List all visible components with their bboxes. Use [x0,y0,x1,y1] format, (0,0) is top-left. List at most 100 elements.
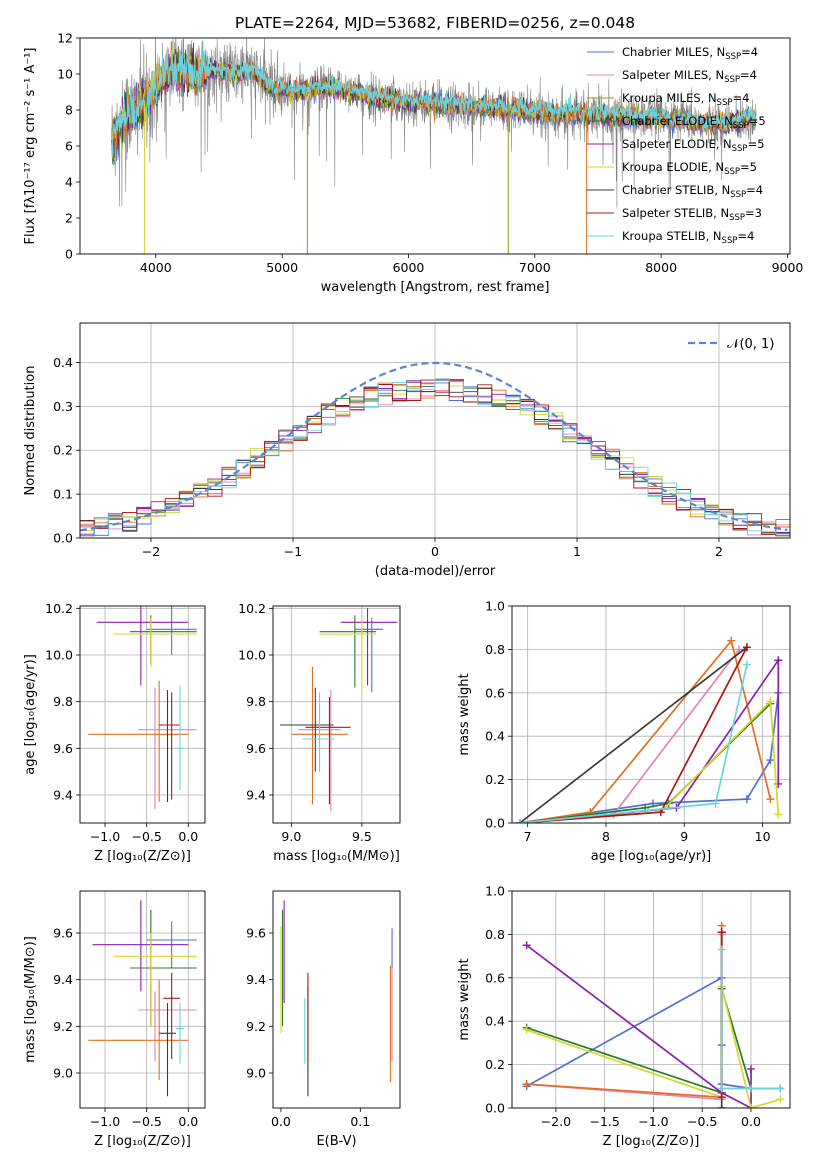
panel-mass-weight-vs-age: 7 8 9 10 0.0 0.2 0.4 0.6 0.8 1.0 age [log₁₀(age/yr… [457,599,791,864]
panel-residuals: −2 −1 0 1 2 0.0 0.1 0.2 0.3 0.4 (data-model)/error… [23,322,791,579]
weight-marker [776,1095,785,1104]
y-tick-label: 6 [65,139,73,154]
panel-mass-vs-Z: −1.0 −0.5 0.0 9.0 9.2 9.4 9.6 Z [log₁₀(Z/Z⊙)] ma… [23,890,206,1149]
x-tick-label: −2 [142,544,160,559]
y-tick-label: 4 [65,175,73,190]
grid-mass-weight-vs-Z [512,890,790,1109]
y-axis-label: mass weight [457,958,472,1040]
y-tick-label: 0.3 [53,399,73,414]
weight-line [519,664,748,823]
axes-frame [79,605,206,824]
y-axis-label: Normed distribution [23,366,38,496]
x-axis-label: Z [log₁₀(Z/Z⊙)] [94,849,191,864]
y-tick-label: 0.2 [485,772,505,787]
weight-marker [742,643,751,652]
y-tick-label: 0.4 [53,355,73,370]
y-tick-label: 0.2 [53,443,73,458]
weight-marker [717,928,726,937]
y-tick-label: 0 [65,247,73,262]
x-tick-label: 9 [680,829,688,844]
grid-mass-vs-Z [80,891,205,1108]
y-tick-label: 10.2 [45,601,73,616]
weight-marker [746,1064,755,1073]
x-axis-label: E(B-V) [316,1134,356,1149]
weight-marker [717,1104,726,1108]
x-tick-label: 7000 [519,260,551,275]
x-tick-label: 0.0 [178,1114,198,1129]
panel-age-vs-Z: −1.0 −0.5 0.0 9.4 9.6 9.8 10.0 10.2 Z [log₁₀(Z/Z… [23,601,206,864]
weight-marker [774,810,783,819]
y-tick-label: 0.0 [485,1101,505,1116]
weight-marker [746,1104,755,1108]
weight-marker [727,636,736,645]
legend-entry: 𝒩(0, 1) [727,337,774,352]
panel-spectrum: 4000 5000 6000 7000 8000 9000 0 2 4 6 8 10 12 wavelen… [23,31,804,296]
panel-mass-vs-EBV: 0.0 0.1 9.0 9.2 9.4 9.6 E(B-V) [246,890,401,1149]
legend-entry: Salpeter STELIB, NSSP=3 [622,206,762,223]
x-tick-label: −0.5 [131,829,161,844]
x-tick-label: 6000 [393,260,425,275]
y-axis-label: Flux [fλ10⁻¹⁷ erg cm⁻² s⁻¹ A⁻¹] [23,48,38,245]
weight-marker [711,799,720,808]
x-tick-label: 1 [573,544,581,559]
panel-mass-weight-vs-Z: −2.0 −1.5 −1.0 −0.5 0.0 0.0 0.2 0.4 0.6 0.8 1.0 Z [… [457,884,791,1149]
y-axis-label: age [log₁₀(age/yr)] [23,654,38,775]
y-tick-label: 0.8 [485,927,505,942]
x-tick-label: 9000 [772,260,804,275]
legend-entry: Chabrier MILES, NSSP=4 [622,45,758,62]
weight-marker [766,697,775,706]
y-tick-label: 9.0 [53,1066,73,1081]
weight-marker [522,1025,531,1034]
x-tick-label: 4000 [140,260,172,275]
y-tick-label: 0.4 [485,1014,505,1029]
x-tick-label: −1.5 [589,1114,619,1129]
y-tick-label: 9.6 [246,926,266,941]
x-tick-label: 9.5 [352,829,372,844]
y-tick-label: 1.0 [485,599,505,614]
x-tick-label: 0.0 [178,829,198,844]
grid-age-vs-mass [273,606,400,823]
y-tick-label: 0.0 [53,531,73,546]
weight-marker [717,945,726,954]
weight-marker [515,819,524,823]
y-tick-label: 8 [65,103,73,118]
spectrum-legend: Chabrier MILES, NSSP=4 Salpeter MILES, NS… [587,45,766,246]
panel-age-vs-mass: 9.0 9.5 9.4 9.6 9.8 10.0 10.2 mass [log₁₀(M/M⊙)… [238,601,401,864]
legend-entry: Chabrier ELODIE, NSSP=5 [622,114,766,131]
y-tick-label: 9.0 [246,1066,266,1081]
y-tick-label: 9.2 [53,1019,73,1034]
x-tick-label: 0.0 [271,1114,291,1129]
model-spectrum [111,41,757,157]
y-tick-label: 0.2 [485,1057,505,1072]
figure-title: PLATE=2264, MJD=53682, FIBERID=0256, z=0… [235,14,635,32]
x-tick-label: −2.0 [541,1114,571,1129]
x-tick-label: −0.5 [131,1114,161,1129]
axes-frame [79,322,791,539]
x-axis-label: Z [log₁₀(Z/Z⊙)] [603,1134,700,1149]
y-tick-label: 9.4 [246,972,266,987]
weight-marker [735,645,744,654]
weight-marker [746,1084,755,1093]
weight-marker [742,795,751,804]
weight-marker [717,1084,726,1093]
y-tick-label: 0.4 [485,729,505,744]
x-tick-label: 8 [602,829,610,844]
weight-marker [766,795,775,804]
y-tick-label: 10.0 [45,648,73,663]
y-tick-label: 10.2 [238,601,266,616]
x-tick-label: −1.0 [90,829,120,844]
plot-area-age-vs-Z [88,606,197,809]
x-tick-label: 8000 [645,260,677,275]
y-tick-label: 1.0 [485,884,505,899]
x-tick-label: −1 [284,544,302,559]
x-axis-label: Z [log₁₀(Z/Z⊙)] [94,1134,191,1149]
y-tick-label: 9.2 [246,1019,266,1034]
x-tick-label: 10 [755,829,771,844]
axes-frame [79,890,206,1109]
plot-area-mass-vs-Z [88,900,197,1097]
y-tick-label: 10 [57,67,73,82]
x-tick-label: 0.1 [350,1114,370,1129]
axes-frame [79,37,791,255]
x-tick-label: 7 [524,829,532,844]
y-axis-label: mass weight [457,673,472,755]
